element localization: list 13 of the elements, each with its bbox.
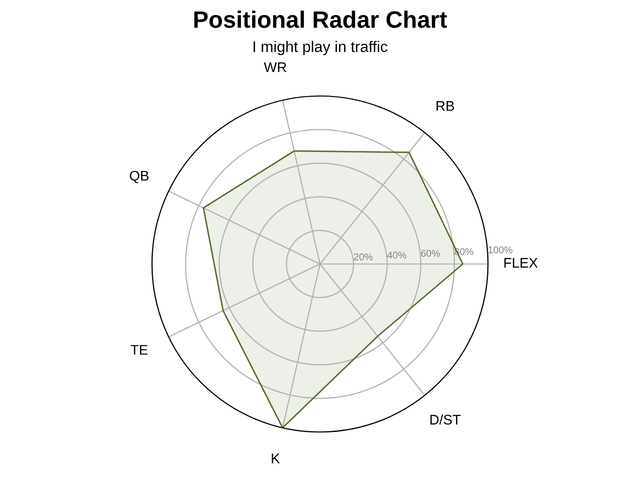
chart-subtitle: I might play in traffic (254, 40, 388, 56)
y-tick-label: 40% (387, 252, 406, 259)
y-tick-label: 100% (488, 246, 512, 254)
y-tick-label: 20% (354, 253, 373, 260)
spoke-label: QB (130, 170, 149, 184)
chart-title: Positional Radar Chart (194, 10, 447, 28)
spoke-label: K (272, 454, 280, 464)
y-tick-label: 60% (421, 250, 440, 257)
spoke-label: WR (264, 62, 286, 72)
spoke-label: D/ST (430, 414, 461, 425)
spoke-label: FLEX (504, 258, 538, 268)
spoke-label: RB (436, 101, 454, 111)
spoke-label: TE (130, 345, 148, 355)
